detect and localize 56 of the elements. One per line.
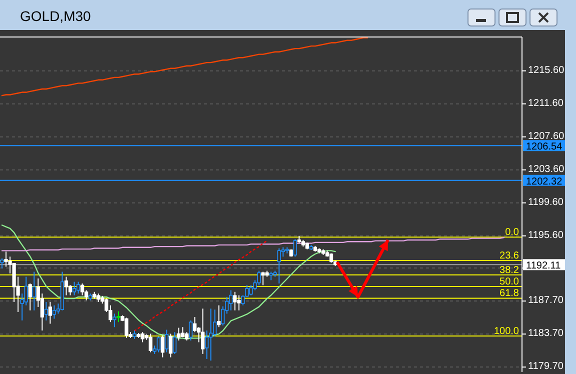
candlestick <box>64 276 68 296</box>
ref-line-label: 1202.32 <box>526 176 563 188</box>
candlestick <box>293 238 297 258</box>
candlestick <box>229 290 233 311</box>
candlestick <box>188 320 193 341</box>
y-tick-label: 1207.60 <box>528 130 565 142</box>
candlestick <box>164 329 168 353</box>
candlestick <box>52 304 56 320</box>
candlestick <box>257 270 261 286</box>
candlestick <box>204 330 209 360</box>
candlestick <box>176 327 180 341</box>
annotation: 23.6 <box>500 250 520 262</box>
y-tick-label: 1203.60 <box>528 164 565 175</box>
y-tick-label: 1179.70 <box>528 361 564 372</box>
ref-line-label: 1206.54 <box>526 142 563 153</box>
candlestick <box>156 336 160 353</box>
candlestick <box>277 248 281 284</box>
candlestick <box>209 308 213 362</box>
candlestick <box>233 291 237 311</box>
ref-line-label: 1192.11 <box>526 260 562 272</box>
candlestick <box>112 313 116 328</box>
candlestick <box>237 294 241 311</box>
candlestick <box>168 333 172 358</box>
y-tick-label: 1187.70 <box>528 295 564 306</box>
line-series <box>134 240 268 332</box>
candlestick <box>44 301 48 321</box>
chart-title: GOLD,M30 <box>20 8 92 24</box>
line-series <box>1 236 505 252</box>
candlestick <box>217 304 221 328</box>
candlestick <box>48 301 52 324</box>
annotation: 61.8 <box>500 288 520 300</box>
candlestick <box>24 276 28 306</box>
candlestick <box>32 271 36 311</box>
candlestick <box>116 310 120 323</box>
y-tick-label: 1199.60 <box>528 196 564 208</box>
candlestick <box>148 333 152 353</box>
annotation: 100.0 <box>494 326 520 338</box>
candlestick <box>261 271 265 286</box>
candlestick <box>200 308 205 354</box>
candlestick <box>140 332 144 343</box>
y-tick-label: 1195.60 <box>528 230 564 241</box>
annotation: 50.0 <box>500 276 520 288</box>
y-tick-label: 1211.60 <box>528 98 564 109</box>
y-tick-label: 1215.60 <box>528 64 565 76</box>
candlestick <box>72 281 76 296</box>
candlestick <box>160 334 164 358</box>
candlestick <box>80 282 84 296</box>
annotation: 0.0 <box>505 227 520 238</box>
line-series <box>1 37 368 96</box>
candlestick <box>172 332 176 354</box>
y-tick-label: 1183.70 <box>528 328 564 340</box>
annotation: 38.2 <box>500 264 520 276</box>
candlestick <box>124 317 128 338</box>
candlestick <box>28 282 32 311</box>
candlestick <box>76 281 80 294</box>
candlestick <box>192 316 197 333</box>
